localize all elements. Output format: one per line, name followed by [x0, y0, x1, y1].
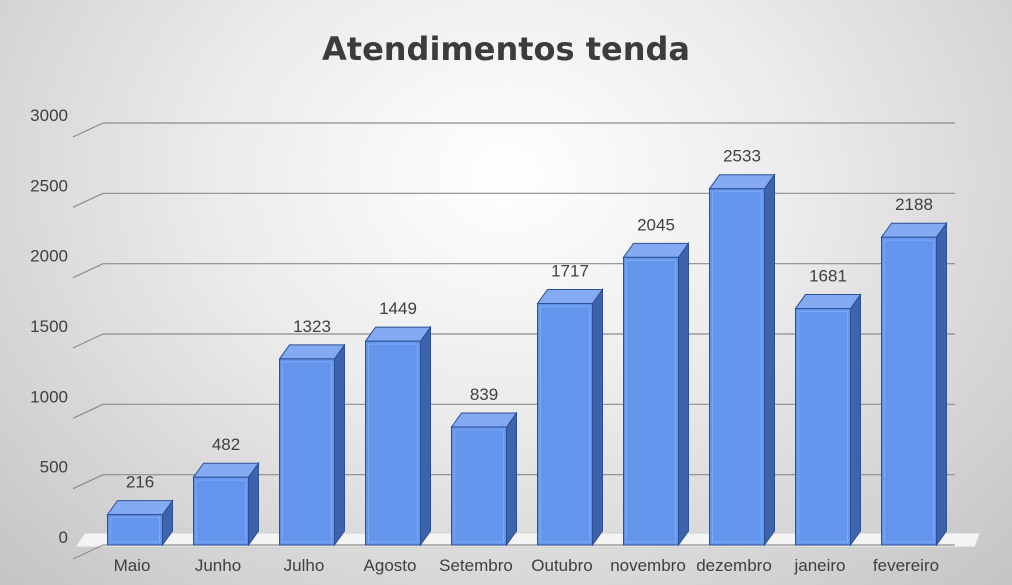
y-tick-label: 500 — [40, 458, 68, 477]
gridline-depth — [72, 192, 104, 208]
data-label: 482 — [212, 435, 240, 454]
bar-side — [936, 221, 947, 547]
bar-highlight — [798, 311, 848, 543]
y-tick-label: 2500 — [30, 176, 68, 195]
bar-side — [764, 173, 775, 547]
bar-highlight — [884, 239, 934, 543]
bar — [623, 256, 679, 546]
bar-highlight — [454, 429, 504, 543]
x-tick-label: janeiro — [793, 556, 845, 575]
x-tick-label: Setembro — [439, 556, 513, 575]
bar — [795, 308, 851, 546]
x-tick-label: novembro — [610, 556, 686, 575]
bar-highlight — [368, 343, 418, 543]
bar-top — [450, 412, 518, 428]
bar — [881, 236, 937, 546]
bar-top — [536, 288, 604, 304]
bar-top — [880, 222, 948, 238]
data-label: 1681 — [809, 267, 847, 286]
bar-top — [364, 326, 432, 342]
data-label: 216 — [126, 473, 154, 492]
bar — [365, 340, 421, 546]
data-label: 1323 — [293, 317, 331, 336]
bar-top — [192, 462, 260, 478]
bar-top — [622, 242, 690, 258]
x-tick-label: Julho — [284, 556, 325, 575]
bar — [709, 188, 765, 546]
bar-side — [334, 343, 345, 547]
data-label: 1449 — [379, 299, 417, 318]
gridline-depth — [72, 544, 104, 560]
gridline-depth — [72, 474, 104, 490]
gridline-depth — [72, 263, 104, 279]
bar-highlight — [712, 191, 762, 543]
bar-top — [278, 344, 346, 360]
y-tick-label: 2000 — [30, 247, 68, 266]
bar-highlight — [540, 305, 590, 543]
gridline-depth — [72, 333, 104, 349]
bar-top — [794, 294, 862, 310]
bar-top — [708, 174, 776, 190]
bar — [193, 476, 249, 546]
bar-highlight — [196, 479, 246, 543]
bar — [451, 426, 507, 546]
x-tick-label: Agosto — [364, 556, 417, 575]
bar-highlight — [110, 517, 160, 543]
y-tick-label: 1000 — [30, 387, 68, 406]
data-label: 1717 — [551, 261, 589, 280]
data-label: 2533 — [723, 147, 761, 166]
bar-highlight — [626, 259, 676, 543]
bar — [107, 514, 163, 546]
bar-side — [506, 411, 517, 547]
x-tick-label: Junho — [195, 556, 241, 575]
y-tick-label: 1500 — [30, 317, 68, 336]
bar-highlight — [282, 361, 332, 543]
x-tick-label: fevereiro — [873, 556, 939, 575]
bar-side — [420, 325, 431, 547]
data-label: 2045 — [637, 215, 675, 234]
bar — [279, 358, 335, 546]
y-tick-label: 0 — [59, 528, 68, 547]
x-tick-label: Maio — [114, 556, 151, 575]
bars — [106, 173, 948, 547]
chart-title: Atendimentos tenda — [322, 30, 690, 68]
bar-side — [850, 292, 861, 547]
x-tick-label: dezembro — [696, 556, 772, 575]
gridline-depth — [72, 122, 104, 138]
data-label: 839 — [470, 385, 498, 404]
bar — [537, 302, 593, 546]
x-tick-label: Outubro — [531, 556, 592, 575]
bar-side — [678, 241, 689, 547]
y-tick-label: 3000 — [30, 106, 68, 125]
gridline-depth — [72, 403, 104, 419]
labels: 0 500 1000 1500 2000 2500 3000 216 Maio 482 Junho 1… — [30, 106, 939, 575]
bar-side — [592, 287, 603, 547]
bar-top — [106, 500, 174, 516]
data-label: 2188 — [895, 195, 933, 214]
